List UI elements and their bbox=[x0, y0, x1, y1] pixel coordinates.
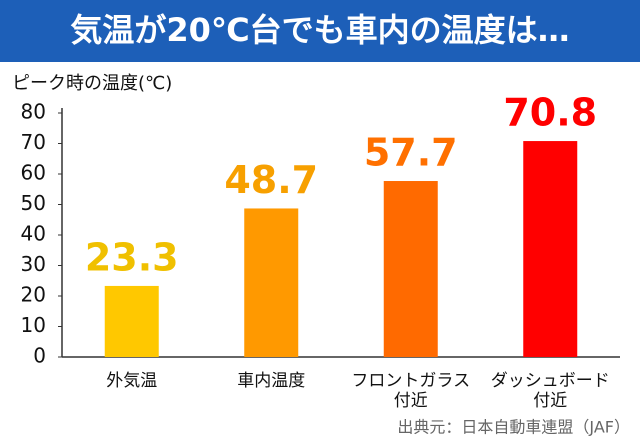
x-tick-label: ダッシュボード bbox=[491, 371, 610, 391]
y-tick-label: 30 bbox=[21, 252, 46, 276]
chart-title: 気温が20℃台でも車内の温度は… bbox=[70, 11, 569, 49]
value-label: 48.7 bbox=[224, 158, 318, 202]
y-tick-label: 40 bbox=[21, 222, 46, 246]
source: 出典元：日本自動車連盟（JAF） bbox=[397, 418, 630, 437]
value-label: 23.3 bbox=[85, 235, 179, 279]
bar bbox=[104, 285, 159, 357]
y-tick-label: 20 bbox=[21, 283, 46, 307]
y-tick-label: 10 bbox=[21, 313, 46, 337]
bar bbox=[383, 181, 438, 357]
bar bbox=[523, 141, 578, 357]
bar bbox=[244, 208, 299, 357]
x-tick-label: 外気温 bbox=[106, 371, 157, 391]
x-tick-label: 車内温度 bbox=[237, 371, 305, 391]
y-axis-label: ピーク時の温度(℃) bbox=[12, 73, 172, 94]
y-tick-label: 80 bbox=[21, 100, 46, 124]
x-tick-label: 付近 bbox=[533, 391, 567, 411]
y-tick-label: 0 bbox=[33, 344, 46, 368]
x-tick-label: フロントガラス bbox=[351, 371, 470, 391]
x-tick-label: 付近 bbox=[394, 391, 428, 411]
title-banner bbox=[0, 0, 640, 62]
y-tick-label: 50 bbox=[21, 191, 46, 215]
value-label: 57.7 bbox=[364, 131, 458, 175]
value-label: 70.8 bbox=[503, 91, 597, 135]
y-tick-label: 60 bbox=[21, 161, 46, 185]
y-tick-label: 70 bbox=[21, 130, 46, 154]
